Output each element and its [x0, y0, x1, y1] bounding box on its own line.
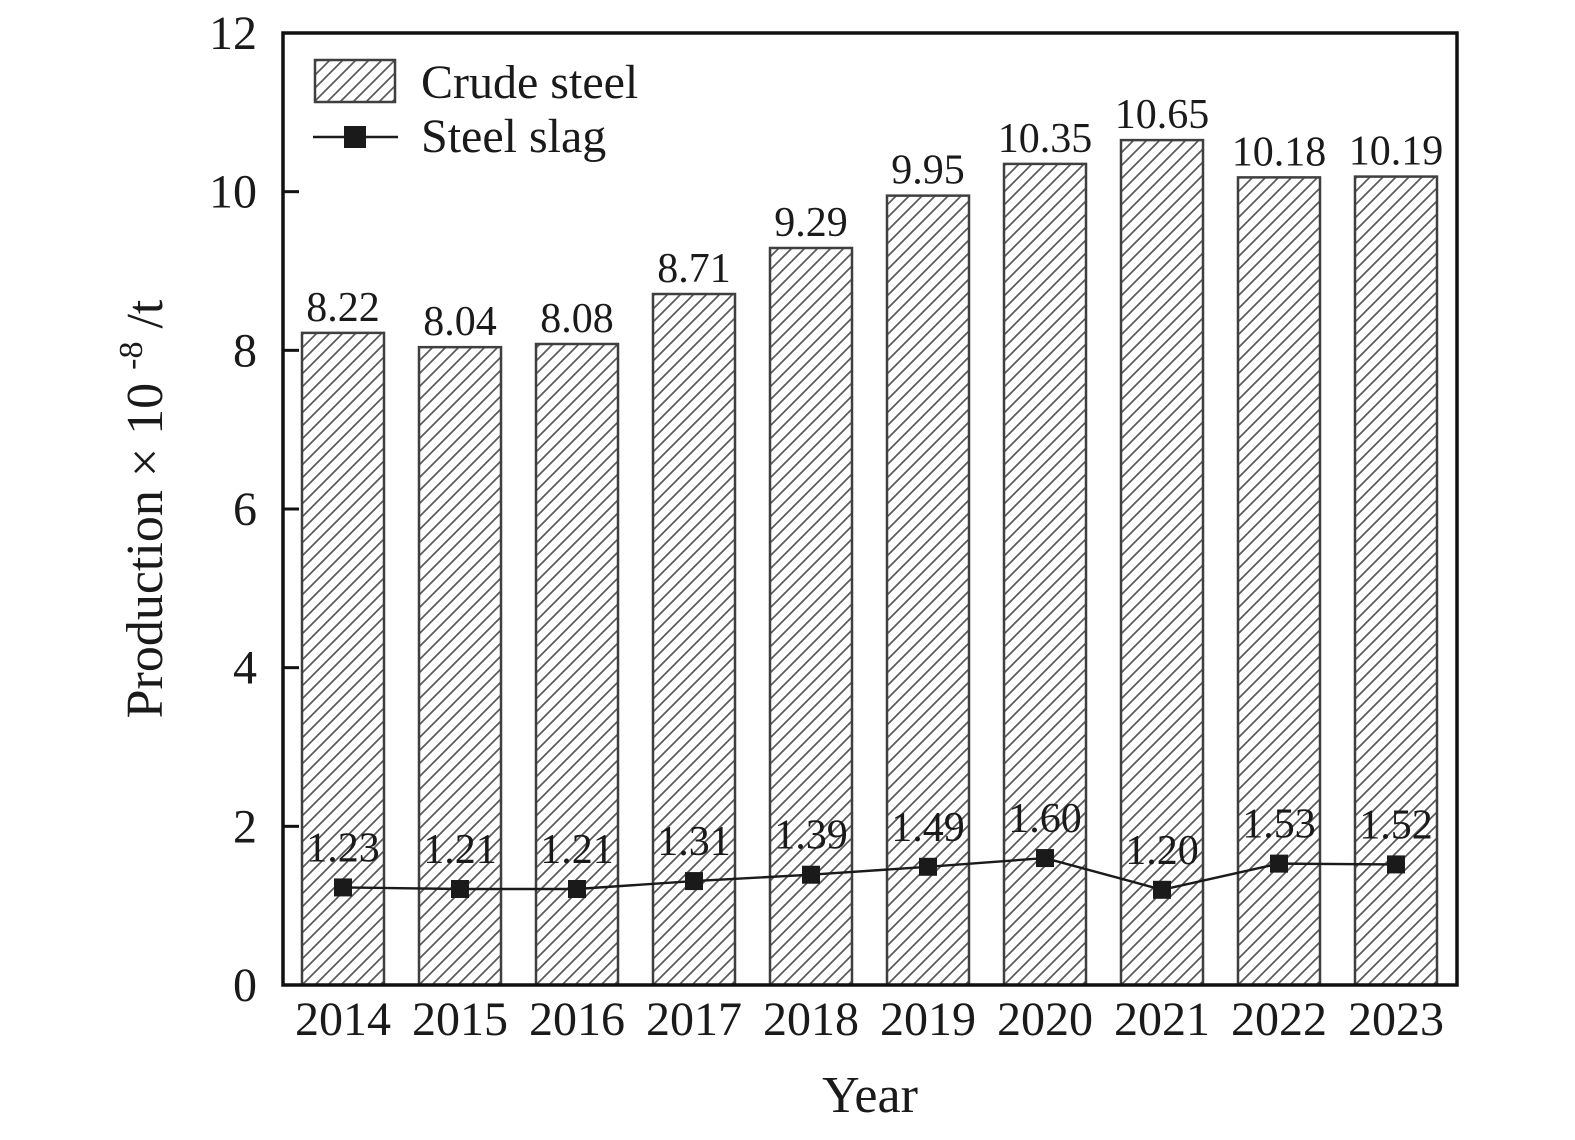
steel-slag-marker: [802, 865, 820, 884]
bar-value-label: 10.18: [1232, 129, 1327, 175]
legend-steel-slag-marker-icon: [344, 126, 366, 148]
y-axis-title-rest: /t: [117, 299, 174, 328]
y-axis-title-superscript: -8: [113, 342, 150, 370]
slag-value-label: 1.39: [774, 813, 848, 859]
bar-value-label: 9.95: [891, 148, 965, 194]
legend-label-steel-slag: Steel slag: [421, 110, 606, 163]
plot-area: 8.22 8.04 8.08 8.71 9.29 9.95 10.35 10.65 10.18 1…: [209, 7, 1459, 1046]
y-axis-title: Production × 10 -8 /t: [97, 299, 174, 718]
crude-steel-bar: [300, 331, 386, 987]
bar-value-label: 8.08: [540, 296, 614, 342]
steel-slag-marker: [1387, 855, 1405, 874]
crude-steel-bar: [651, 292, 737, 987]
x-tick-label: 2023: [1348, 993, 1444, 1046]
x-tick-label: 2015: [412, 993, 508, 1046]
y-tick-label: 10: [209, 166, 257, 219]
x-axis-title: Year: [822, 1067, 918, 1124]
x-tick-label: 2018: [763, 993, 859, 1046]
x-tick-label: 2017: [646, 993, 742, 1046]
y-tick-label: 4: [233, 642, 257, 695]
slag-value-label: 1.49: [891, 805, 965, 851]
steel-slag-marker: [685, 872, 703, 891]
bar-value-label: 10.19: [1349, 129, 1444, 175]
slag-value-label: 1.31: [657, 819, 731, 865]
x-tick-label: 2021: [1114, 993, 1210, 1046]
crude-steel-bar: [417, 345, 503, 987]
y-axis-title-base: Production × 10: [117, 383, 174, 719]
steel-slag-marker: [568, 880, 586, 899]
steel-slag-marker: [334, 878, 352, 897]
steel-slag-line: [342, 856, 1397, 892]
legend-label-crude-steel: Crude steel: [421, 56, 638, 109]
steel-slag-marker: [1036, 849, 1054, 868]
x-tick-label: 2020: [997, 993, 1093, 1046]
bar-value-label: 10.65: [1115, 92, 1210, 138]
crude-steel-bar: [1119, 138, 1205, 987]
bar-value-label: 8.22: [306, 285, 380, 331]
crude-steel-bar: [885, 194, 971, 987]
x-tick-label: 2016: [529, 993, 625, 1046]
legend-crude-steel-swatch-icon: [313, 58, 397, 104]
crude-steel-bar: [1353, 175, 1439, 987]
slag-value-label: 1.23: [306, 825, 380, 871]
slag-value-label: 1.53: [1242, 802, 1316, 848]
y-tick-label: 6: [233, 483, 257, 536]
steel-slag-marker: [1270, 854, 1288, 873]
steel-slag-marker: [451, 880, 469, 899]
slag-value-label: 1.21: [423, 827, 497, 873]
bar-value-label: 8.04: [423, 299, 497, 345]
bar-value-label: 9.29: [774, 200, 848, 246]
y-tick-label: 12: [209, 7, 257, 60]
steel-slag-marker: [1153, 880, 1171, 899]
y-tick-label: 2: [233, 800, 257, 853]
x-tick-label: 2022: [1231, 993, 1327, 1046]
slag-value-label: 1.21: [540, 827, 614, 873]
y-tick-label: 0: [233, 959, 257, 1012]
slag-value-label: 1.52: [1359, 802, 1433, 848]
bar-value-label: 10.35: [998, 116, 1093, 162]
y-tick-label: 8: [233, 324, 257, 377]
bar-value-label: 8.71: [657, 246, 731, 292]
x-tick-label: 2019: [880, 993, 976, 1046]
slag-value-label: 1.60: [1008, 796, 1082, 842]
legend: Crude steel Steel slag: [313, 56, 638, 163]
x-tick-label: 2014: [295, 993, 391, 1046]
steel-slag-marker: [919, 857, 937, 876]
slag-value-label: 1.20: [1125, 828, 1199, 874]
crude-steel-bar: [534, 342, 620, 987]
